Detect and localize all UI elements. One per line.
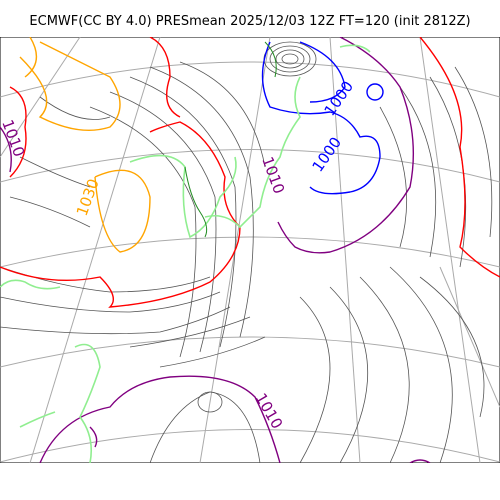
- coastlines: [0, 44, 371, 463]
- isobar-1000: [261, 41, 384, 195]
- isobar-1020: [0, 37, 500, 308]
- isobar-lines: [0, 61, 493, 463]
- isobar-1030: [19, 37, 151, 253]
- map-title: ECMWF(CC BY 4.0) PRESmean 2025/12/03 12Z…: [29, 14, 471, 29]
- coastline-detail: [184, 41, 277, 238]
- pressure-map: 1000 1000 1010 1010 1010 1030: [0, 37, 500, 463]
